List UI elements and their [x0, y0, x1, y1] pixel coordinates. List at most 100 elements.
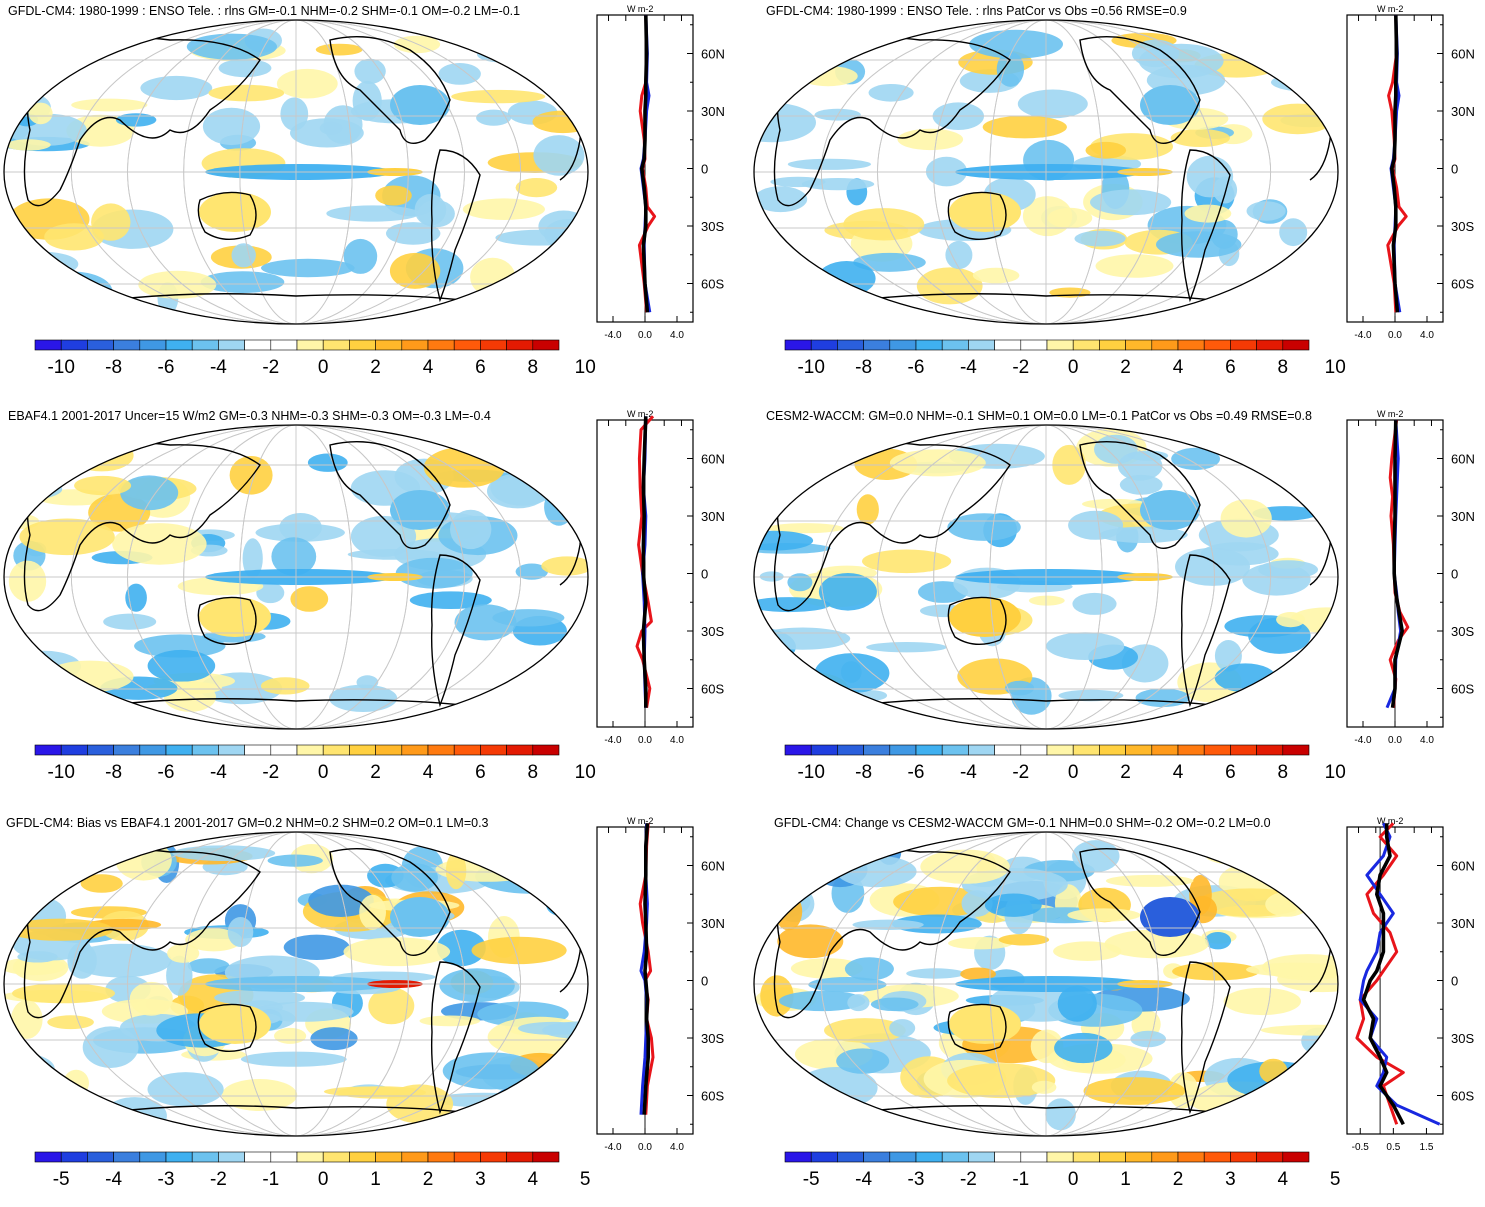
panel-1: GFDL-CM4: 1980-1999 : ENSO Tele. : rlns …	[0, 0, 742, 395]
lat-tick-label: 30N	[701, 916, 725, 931]
shaded-contour	[973, 268, 1020, 284]
shaded-contour	[172, 845, 275, 861]
shaded-contour	[1205, 932, 1231, 949]
panel-3: EBAF4.1 2001-2017 Uncer=15 W/m2 GM=-0.3 …	[0, 405, 742, 800]
shaded-contour	[945, 241, 972, 269]
colorbar-swatch	[916, 745, 942, 755]
colorbar-swatch	[428, 745, 454, 755]
shaded-contour	[29, 103, 53, 125]
colorbar-swatch	[323, 745, 349, 755]
colorbar-swatch	[428, 340, 454, 350]
shaded-contour	[284, 935, 350, 960]
shaded-contour	[308, 454, 348, 472]
shaded-contour	[74, 476, 131, 495]
lat-tick-label: 30N	[701, 104, 725, 119]
colorbar-tick-label: 10	[1325, 762, 1346, 783]
colorbar-tick-label: 0	[1068, 762, 1079, 783]
shaded-contour	[985, 894, 1042, 917]
colorbar-swatch	[1204, 1152, 1230, 1162]
colorbar-tick-label: -4	[210, 762, 227, 783]
colorbar-swatch	[323, 1152, 349, 1162]
colorbar-swatch	[507, 340, 533, 350]
colorbar-tick-label: 8	[1278, 762, 1289, 783]
lat-tick-label: 30S	[1451, 1031, 1474, 1046]
map	[0, 20, 593, 324]
colorbar-tick-label: -10	[797, 357, 824, 378]
colorbar-tick-label: -6	[158, 762, 175, 783]
colorbar-swatch	[192, 745, 218, 755]
x-tick-label: 0.0	[1388, 330, 1402, 341]
shaded-contour	[983, 116, 1067, 139]
colorbar-tick-label: -4	[960, 762, 977, 783]
australia-anomaly	[949, 192, 1021, 232]
colorbar-tick-label: 8	[528, 762, 539, 783]
panel-5: GFDL-CM4: Bias vs EBAF4.1 2001-2017 GM=0…	[0, 812, 742, 1207]
colorbar-swatch	[35, 745, 61, 755]
shaded-contour	[845, 957, 894, 980]
shaded-contour	[751, 1096, 836, 1132]
australia-anomaly	[199, 192, 271, 232]
colorbar-swatch	[402, 1152, 428, 1162]
colorbar-swatch	[35, 340, 61, 350]
lat-tick-label: 60S	[701, 1089, 724, 1104]
lat-tick-label: 0	[701, 567, 708, 582]
shaded-contour	[548, 1061, 592, 1076]
colorbar-swatch	[1230, 745, 1256, 755]
colorbar-tick-label: 10	[1325, 357, 1346, 378]
x-tick-label: 4.0	[1420, 330, 1434, 341]
colorbar-swatch	[480, 340, 506, 350]
shaded-contour	[818, 856, 845, 876]
colorbar-swatch	[1283, 1152, 1309, 1162]
profile-unit: W m-2	[627, 4, 654, 14]
colorbar-tick-label: -2	[1012, 762, 1029, 783]
colorbar-tick-label: -4	[210, 357, 227, 378]
lat-tick-label: 0	[1451, 567, 1458, 582]
colorbar-swatch	[454, 1152, 480, 1162]
shaded-contour	[63, 1070, 89, 1096]
x-tick-label: 4.0	[670, 1142, 684, 1153]
colorbar-swatch	[1099, 745, 1125, 755]
shaded-contour	[790, 849, 819, 887]
colorbar-swatch	[218, 340, 244, 350]
shaded-contour	[9, 561, 46, 602]
lat-tick-label: 60N	[1451, 859, 1475, 874]
colorbar-tick-label: 2	[1120, 357, 1131, 378]
shaded-contour	[1090, 189, 1171, 215]
shaded-contour	[1046, 632, 1124, 660]
profile-unit: W m-2	[1377, 409, 1404, 419]
shaded-contour	[274, 1028, 306, 1044]
lat-tick-label: 30S	[701, 219, 724, 234]
shaded-contour	[1296, 1065, 1327, 1098]
shaded-contour	[43, 450, 64, 488]
shaded-contour	[23, 866, 47, 901]
shaded-contour	[115, 840, 171, 881]
shaded-contour	[27, 1096, 69, 1116]
shaded-contour	[1156, 231, 1241, 258]
shaded-contour	[451, 90, 545, 103]
shaded-contour	[1171, 129, 1230, 147]
shaded-contour	[1072, 840, 1119, 872]
shaded-contour	[203, 108, 260, 145]
shaded-contour	[787, 573, 812, 591]
lat-tick-label: 30S	[1451, 624, 1474, 639]
shaded-contour	[1246, 963, 1345, 977]
colorbar-swatch	[1073, 1152, 1099, 1162]
lat-tick-label: 60S	[701, 682, 724, 697]
shaded-contour	[1258, 560, 1318, 579]
shaded-contour	[1139, 44, 1224, 79]
x-tick-label: -4.0	[604, 330, 622, 341]
colorbar-swatch	[218, 1152, 244, 1162]
x-tick-label: 0.5	[1386, 1142, 1400, 1153]
colorbar-swatch	[140, 745, 166, 755]
map	[0, 832, 622, 1136]
lat-tick-label: 30N	[1451, 509, 1475, 524]
shaded-contour	[12, 252, 79, 276]
colorbar-swatch	[995, 340, 1021, 350]
